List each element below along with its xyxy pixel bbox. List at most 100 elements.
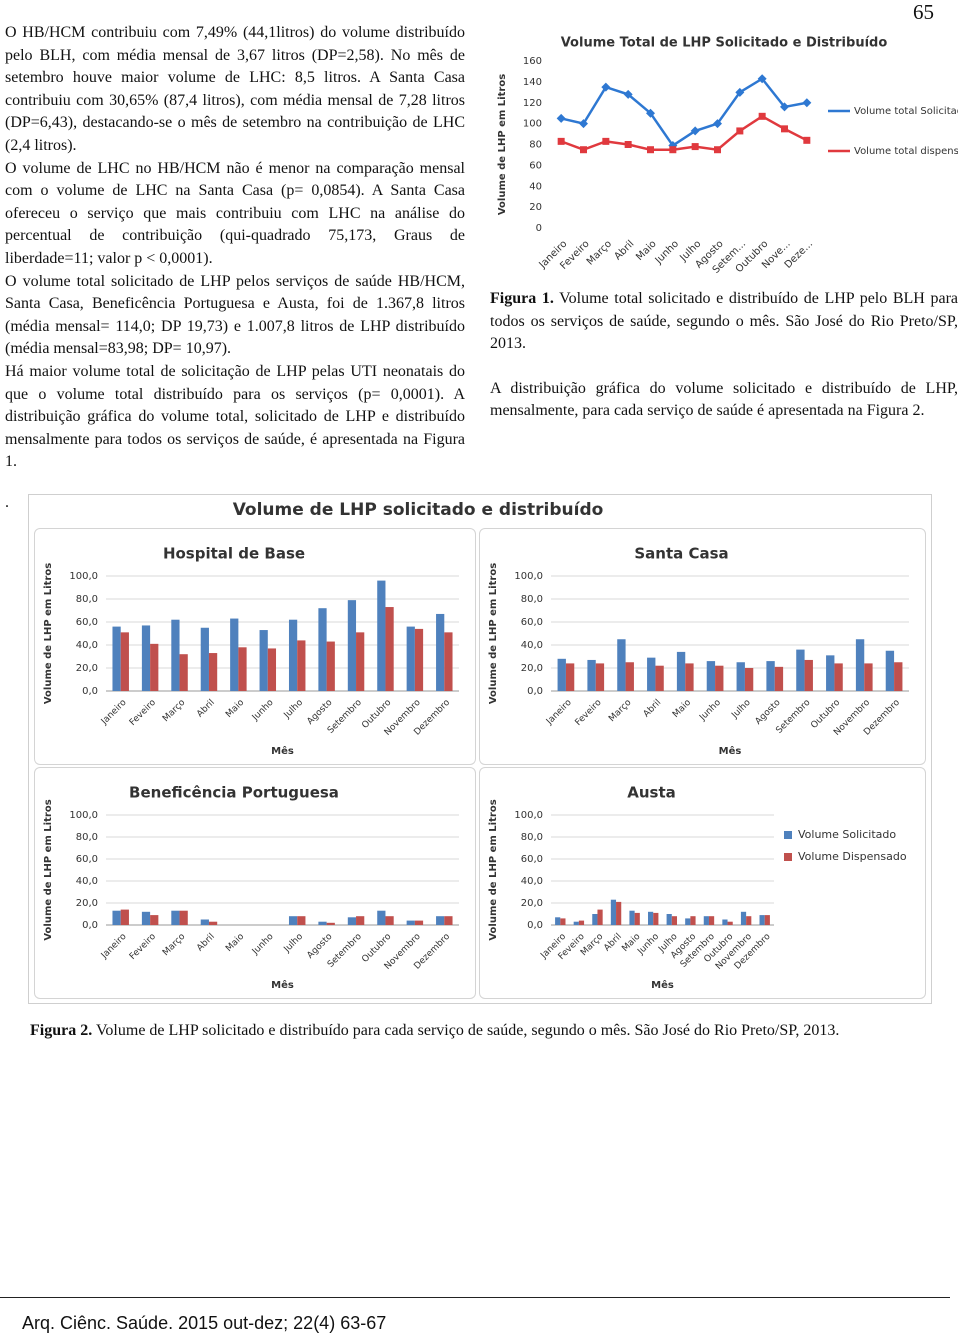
x-tick-label: Julho [282,697,306,721]
bar [318,608,327,691]
x-tick-label: Junho [697,697,723,723]
marker [714,146,721,154]
figure-caption: Figura 1. Volume total solicitado e dist… [490,288,958,356]
y-tick-label: 20,0 [521,898,543,909]
bar [766,661,775,691]
figure-1-chart: Volume Total de LHP Solicitado e Distrib… [497,36,958,276]
legend-label: Volume Solicitado [798,828,896,841]
marker [669,146,677,154]
bar [666,914,672,925]
paragraph: O volume total solicitado de LHP pelos s… [5,272,465,358]
bar [560,918,566,925]
bar [653,912,659,925]
left-column: O HB/HCM contribuiu com 7,49% (44,1litro… [5,22,465,474]
bar [259,630,268,691]
y-tick-label: 80,0 [76,594,98,605]
x-tick-label: Julho [729,697,753,721]
paragraph: O HB/HCM contribuiu com 7,49% (44,1litro… [5,24,465,154]
bar [230,618,239,691]
x-tick-label: Janeiro [99,697,129,727]
bar [267,648,277,691]
x-tick-label: Julho [282,931,306,955]
marker [691,143,699,151]
bar [171,619,180,691]
bar [565,663,575,691]
y-tick-label: 20 [529,202,542,213]
y-tick-label: 60 [529,160,542,171]
bar [671,916,677,925]
caption-label: Figura 2. [30,1022,93,1039]
bar [385,607,394,691]
bar [112,910,121,925]
y-axis-label: Volume de LHP em Litros [43,563,54,704]
bar [855,639,865,691]
legend-label: Volume Dispensado [798,850,907,863]
bar [703,916,709,925]
y-tick-label: 80,0 [521,832,543,843]
y-tick-label: 80,0 [521,594,543,605]
figure-2-frame [28,494,932,1004]
x-tick-label: Abril [195,932,217,954]
chart-title: Volume Total de LHP Solicitado e Distrib… [561,36,888,51]
bar [655,665,664,691]
bar [150,915,159,925]
y-tick-label: 40,0 [76,876,98,887]
y-tick-label: 160 [523,56,542,67]
austa-chart: Austa Volume de LHP em Litros Mês 0,0 20,0 40… [488,784,907,992]
bar [587,659,596,691]
x-tick-label: Abril [602,932,624,954]
paragraph: A distribuição gráfica do volume solicit… [490,379,958,420]
y-axis-label: Volume de LHP em Litros [43,799,54,940]
bar [347,917,357,925]
bar [885,650,895,691]
bar [894,662,903,691]
bar [150,643,159,691]
marker [601,82,611,92]
x-tick-label: Maio [224,931,246,953]
right-column: Figura 1. Volume total solicitado e dist… [490,288,958,423]
bar [297,640,306,691]
bar [727,921,733,925]
bar [347,600,357,691]
bar [444,632,453,691]
x-tick-label: Março [585,238,614,267]
footer-rule [0,1297,950,1298]
y-tick-label: 100,0 [514,810,543,821]
legend-swatch [784,853,792,861]
hospital-de-base-chart: Hospital de Base Volume de LHP em Litros M… [43,545,459,757]
x-axis-label: Mês [271,745,294,757]
bar [377,580,386,691]
page-number: 65 [913,0,934,24]
chart-title: Austa [627,784,676,802]
chart-title: Santa Casa [634,545,728,563]
bar [297,916,306,925]
x-axis-label: Mês [651,979,674,991]
x-axis-label: Mês [719,745,742,757]
bar [597,909,603,925]
bar [326,922,335,925]
bar [578,920,585,925]
chart-title: Hospital de Base [163,545,305,563]
figure-caption: Figura 2. Volume de LHP solicitado e dis… [30,1020,950,1042]
bar [826,655,835,691]
bar [200,627,209,691]
series-line [560,77,808,148]
bar [736,662,745,691]
bar [708,916,715,925]
bar [595,663,605,691]
x-tick-label: Abril [612,238,636,262]
bar [377,910,386,925]
bar [385,916,394,925]
y-tick-label: 60,0 [521,854,543,865]
panel [34,528,476,765]
x-tick-label: Junho [250,697,276,723]
y-tick-label: 100,0 [69,571,98,582]
y-tick-label: 140 [523,77,542,88]
santa-casa-chart: Santa Casa Volume de LHP em Litros Mês 0,0 2… [488,545,909,757]
marker [579,119,588,129]
bar [592,914,598,925]
bar [864,663,873,691]
x-tick-label: Abril [642,698,664,720]
